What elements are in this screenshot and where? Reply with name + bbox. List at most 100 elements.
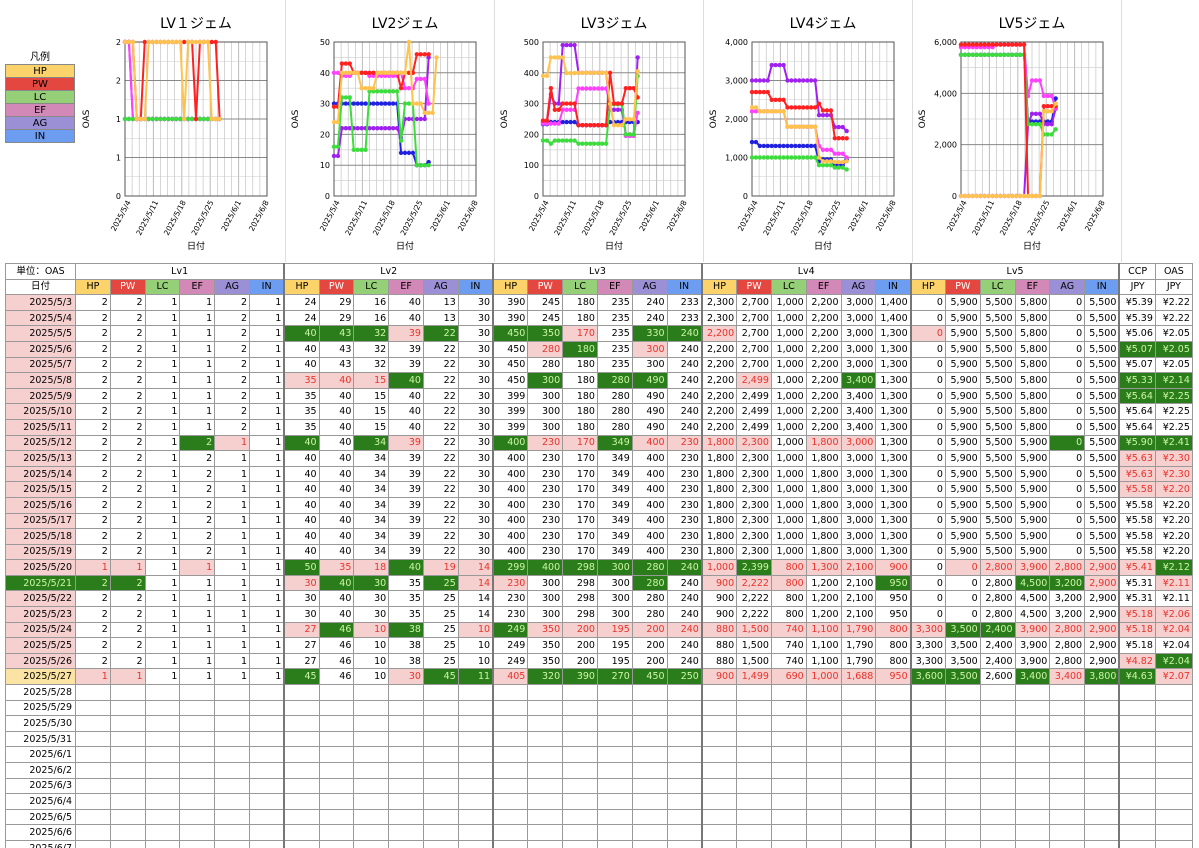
value-cell: 180 <box>562 340 598 358</box>
value-cell <box>596 777 633 795</box>
value-cell: 5,500 <box>979 372 1016 389</box>
series-hp-point <box>213 116 218 122</box>
series-hp-point <box>1010 193 1015 199</box>
value-cell: 170 <box>562 325 598 342</box>
legend-item-ef: EF <box>5 103 75 117</box>
value-cell: 5,900 <box>944 372 981 389</box>
value-cell: 40 <box>388 309 424 327</box>
value-cell <box>562 793 598 810</box>
value-cell <box>875 777 912 795</box>
value-cell: 1 <box>214 559 250 576</box>
value-cell <box>179 746 216 763</box>
value-cell: 170 <box>562 512 598 530</box>
value-cell: 30 <box>457 512 494 530</box>
value-cell <box>179 793 216 810</box>
value-cell: 230 <box>666 512 703 530</box>
series-pw-point <box>753 89 759 95</box>
value-cell: 30 <box>457 294 494 311</box>
table-row: 2025/6/3 <box>5 777 1193 795</box>
value-cell <box>770 699 807 717</box>
series-ef-point <box>1049 93 1054 99</box>
series-lc-point <box>572 138 577 143</box>
series-lc-point <box>765 155 770 160</box>
value-cell: 2 <box>179 481 216 498</box>
value-cell <box>492 684 529 701</box>
series-lc-point <box>544 138 550 143</box>
series-pw-point <box>966 42 972 47</box>
value-cell: 40 <box>318 528 355 545</box>
value-cell <box>318 777 355 795</box>
value-cell <box>840 699 877 717</box>
table-row: 2025/6/5 <box>5 808 1193 826</box>
series-hp-point <box>588 70 593 76</box>
value-cell <box>631 777 668 795</box>
value-cell <box>736 715 772 732</box>
date-cell: 2025/5/31 <box>5 730 76 748</box>
value-cell: 1 <box>214 606 250 623</box>
y-tick-label: 4,000 <box>725 38 748 47</box>
series-lc-point <box>540 138 546 143</box>
series-ag-point <box>816 112 822 118</box>
value-cell: 1,100 <box>805 652 842 670</box>
value-cell <box>248 824 285 841</box>
value-cell: 2,400 <box>979 652 1016 670</box>
series-hp-point <box>154 39 159 45</box>
series-lc-point <box>785 155 790 160</box>
value-cell: 1,800 <box>700 496 738 514</box>
value-cell: 46 <box>318 637 355 654</box>
value-cell <box>457 824 494 841</box>
value-cell <box>666 793 703 810</box>
value-cell: 0 <box>1049 309 1086 327</box>
value-cell: 1,800 <box>805 434 842 452</box>
value-cell <box>805 699 842 717</box>
y-tick-label: 400 <box>524 69 539 78</box>
value-cell <box>353 684 390 701</box>
value-cell: 2,200 <box>805 387 842 405</box>
value-cell: 2 <box>179 543 216 561</box>
value-cell: 1 <box>248 543 285 561</box>
series-ef-point <box>828 147 834 152</box>
series-lc-point <box>805 155 810 160</box>
value-cell: 30 <box>283 606 320 623</box>
series-pw-point <box>584 122 589 128</box>
value-cell <box>318 793 355 810</box>
series-pw-point <box>343 61 349 66</box>
value-cell: 10 <box>353 668 390 686</box>
series-hp-point <box>749 105 755 110</box>
chart-title: LV１ジェム <box>160 16 232 32</box>
value-cell: 235 <box>596 356 633 374</box>
oas-jpy-cell: ¥2.14 <box>1154 372 1193 389</box>
oas-jpy-cell: ¥2.05 <box>1154 325 1193 342</box>
value-cell: 2,800 <box>1049 637 1086 654</box>
value-cell: 0 <box>1049 465 1086 483</box>
value-cell <box>75 699 111 717</box>
value-cell: 11 <box>457 668 494 686</box>
value-cell: 5,500 <box>979 387 1016 405</box>
series-pw-point <box>359 70 364 76</box>
x-tick-label: 2025/5/4 <box>527 199 551 233</box>
value-cell: 300 <box>527 403 564 420</box>
value-cell: 40 <box>388 294 424 311</box>
table-row: 2025/5/20 1 1 1 1 1 1 50 35 18 40 19 14 299 400 298 300 2… <box>5 559 1193 576</box>
series-hp-point <box>773 109 778 114</box>
value-cell: 2,700 <box>736 309 772 327</box>
value-cell <box>388 839 424 848</box>
series-in-point <box>343 101 349 106</box>
table-row: 2025/5/26 2 2 1 1 1 1 27 46 10 38 25 10 249 350 200 195 2… <box>5 652 1193 670</box>
series-pw-point <box>832 136 838 141</box>
group-header: Lv2 <box>283 263 494 280</box>
value-cell: 1,800 <box>805 512 842 530</box>
value-cell: 1,800 <box>700 465 738 483</box>
ccp-cell: ¥5.41 <box>1118 559 1156 576</box>
value-cell: 22 <box>422 528 459 545</box>
series-hp-point <box>828 159 834 164</box>
value-cell: 1,000 <box>770 372 807 389</box>
value-cell: 5,500 <box>979 496 1016 514</box>
value-cell: 5,500 <box>1084 543 1120 561</box>
value-cell: 300 <box>527 418 564 436</box>
value-cell: 298 <box>562 559 598 576</box>
value-cell: 2,200 <box>700 372 738 389</box>
chart-title: LV3ジェム <box>581 16 648 32</box>
value-cell: 16 <box>353 294 390 311</box>
value-cell <box>422 746 459 763</box>
